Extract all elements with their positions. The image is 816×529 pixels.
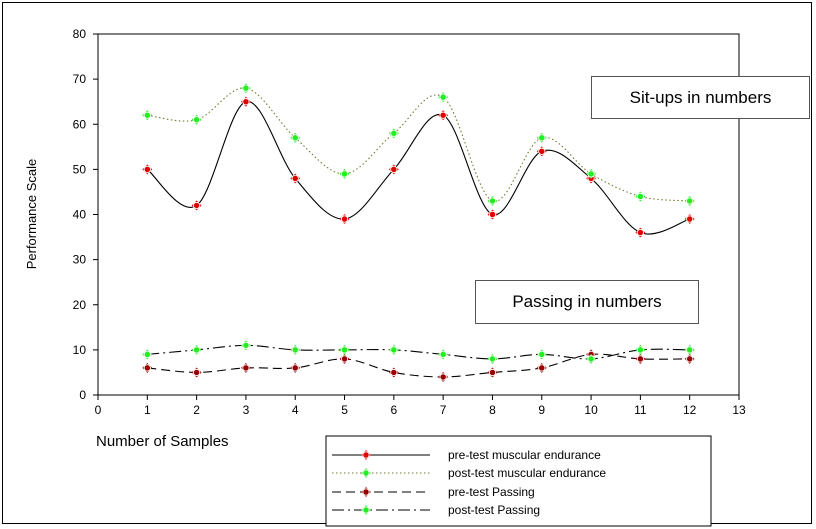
series-4-point <box>240 340 251 351</box>
series-3-point <box>240 363 251 373</box>
x-tick-label: 5 <box>341 403 348 417</box>
series-1-point <box>388 164 399 175</box>
series-2-point <box>240 83 251 94</box>
series-1-point <box>339 214 350 224</box>
series-layer <box>142 83 695 382</box>
x-tick-label: 13 <box>732 403 746 417</box>
series-2-point <box>142 110 153 121</box>
series-4-point <box>438 349 449 360</box>
series-4-point <box>290 344 301 355</box>
series-4-point <box>684 344 695 355</box>
series-1-point <box>438 110 449 121</box>
series-4-point <box>142 349 153 360</box>
series-2-point <box>191 114 202 125</box>
series-3-point <box>487 367 498 378</box>
series-2-point <box>635 191 646 202</box>
y-tick-label: 50 <box>73 162 87 176</box>
series-3-point <box>339 353 350 364</box>
x-tick-label: 8 <box>489 403 496 417</box>
x-axis-title: Number of Samples <box>96 433 229 450</box>
legend-marker <box>361 487 371 497</box>
series-1-point <box>536 146 547 157</box>
series-2-point <box>684 196 695 206</box>
y-tick-label: 60 <box>73 117 87 131</box>
legend-label: pre-test Passing <box>448 485 535 499</box>
series-2-point <box>290 132 301 143</box>
x-tick-label: 7 <box>440 403 447 417</box>
series-2-point <box>438 92 449 103</box>
x-tick-label: 2 <box>193 403 200 417</box>
y-axis-title: Performance Scale <box>24 159 39 270</box>
y-axis: 0 10 20 30 40 50 60 70 80 <box>73 27 98 402</box>
x-tick-label: 9 <box>538 403 545 417</box>
series-2-point <box>487 196 498 206</box>
y-tick-label: 30 <box>73 253 87 267</box>
y-tick-label: 80 <box>73 27 87 41</box>
series-1-point <box>142 164 153 175</box>
y-tick-label: 0 <box>79 388 86 402</box>
x-tick-label: 0 <box>95 403 102 417</box>
legend-box <box>325 435 712 527</box>
legend-marker <box>361 468 371 478</box>
series-1-point <box>635 227 646 238</box>
legend-marker <box>361 450 371 460</box>
x-tick-label: 6 <box>391 403 398 417</box>
series-3-point <box>438 372 449 382</box>
x-tick-label: 4 <box>292 403 299 417</box>
series-4-point <box>586 353 597 364</box>
series-4-point <box>635 344 646 355</box>
y-tick-label: 40 <box>73 208 87 222</box>
series-4-point <box>191 344 202 355</box>
y-tick-label: 10 <box>73 343 87 357</box>
legend-label: post-test muscular endurance <box>448 466 606 480</box>
series-2-point <box>586 168 597 179</box>
series-4-point <box>487 353 498 364</box>
series-1-point <box>487 209 498 220</box>
series-3-point <box>191 367 202 378</box>
series-2-point <box>388 128 399 139</box>
legend-label: pre-test muscular endurance <box>448 448 601 462</box>
legend-label: post-test Passing <box>448 503 540 517</box>
series-4-point <box>388 344 399 355</box>
series-3-point <box>142 363 153 373</box>
x-tick-label: 12 <box>683 403 697 417</box>
x-tick-label: 10 <box>584 403 598 417</box>
y-tick-label: 20 <box>73 298 87 312</box>
series-4-point <box>339 344 350 355</box>
series-1-point <box>240 96 251 107</box>
legend-marker <box>361 505 371 515</box>
series-3-point <box>635 353 646 364</box>
x-tick-label: 3 <box>243 403 250 417</box>
x-tick-label: 1 <box>144 403 151 417</box>
series-2-point <box>536 132 547 143</box>
annotation-passing: Passing in numbers <box>475 280 699 324</box>
series-4-point <box>536 349 547 360</box>
series-3-point <box>684 353 695 364</box>
series-2-point <box>339 168 350 179</box>
series-1-point <box>290 173 301 184</box>
legend: pre-test muscular endurance post-test mus… <box>325 435 712 527</box>
series-3-point <box>388 367 399 378</box>
y-tick-label: 70 <box>73 72 87 86</box>
series-1-point <box>191 200 202 211</box>
annotation-situps: Sit-ups in numbers <box>591 76 810 119</box>
series-1-point <box>684 214 695 224</box>
series-3-point <box>290 363 301 373</box>
x-tick-label: 11 <box>634 403 647 417</box>
x-axis: 0 1 2 3 4 5 6 7 8 9 10 11 12 13 <box>95 395 746 417</box>
series-3-point <box>536 363 547 373</box>
